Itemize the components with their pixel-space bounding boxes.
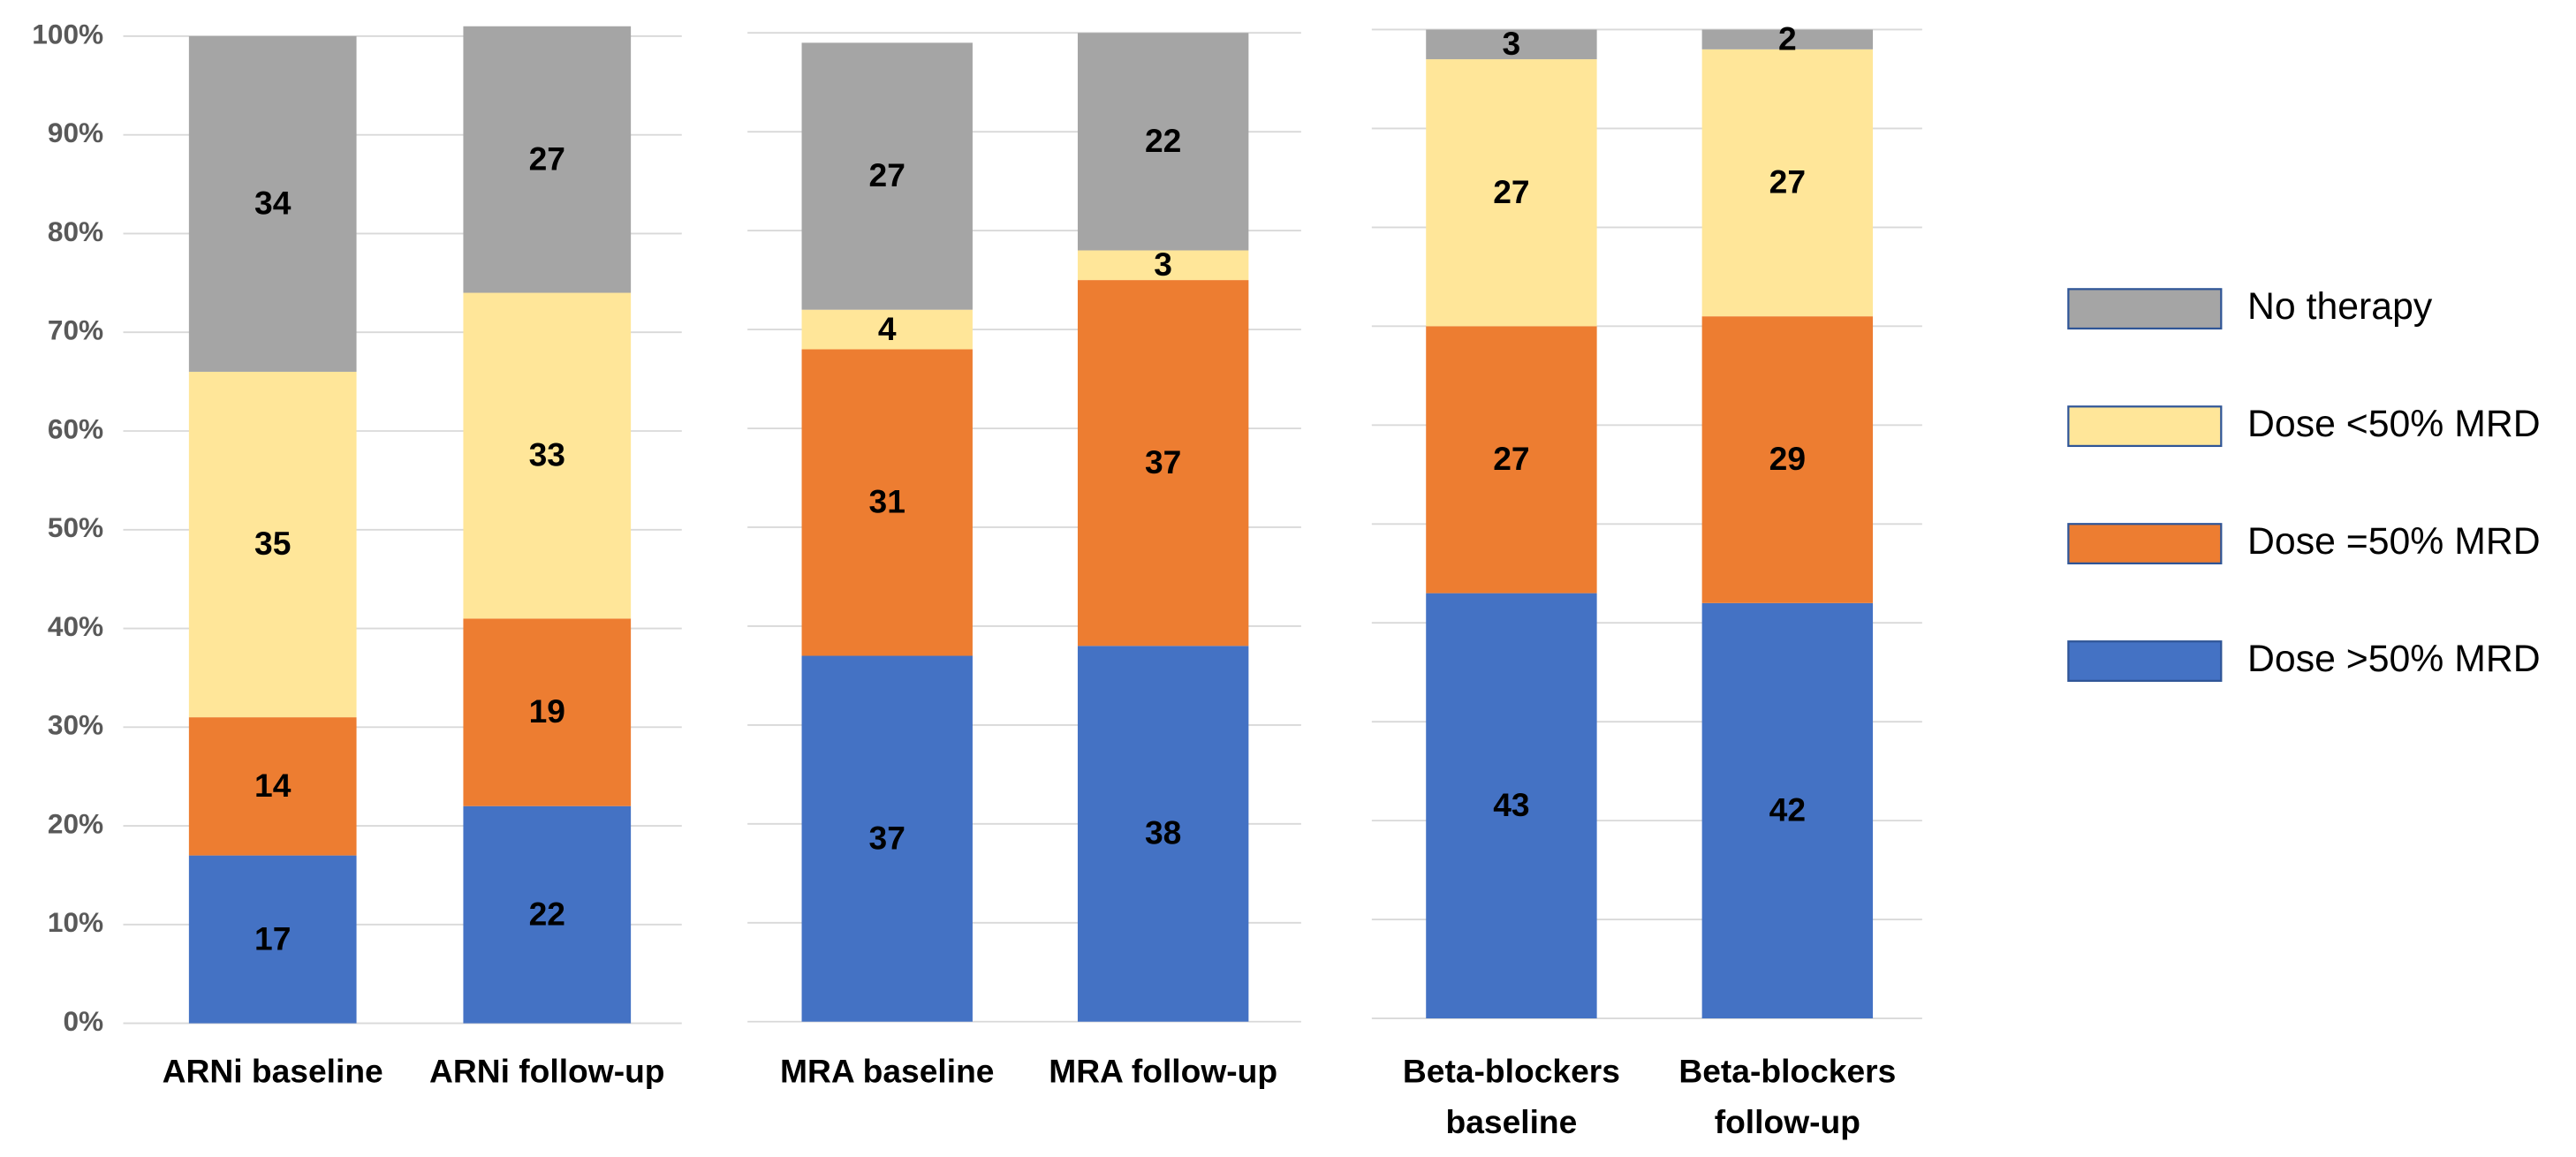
bar-segment (1077, 33, 1249, 251)
bar-segment (188, 855, 357, 1024)
bar-segment (801, 655, 973, 1022)
data-label: 27 (529, 140, 565, 177)
data-label: 27 (869, 156, 905, 193)
y-tick-label: 20% (48, 807, 103, 839)
bar-segment (463, 292, 632, 619)
data-label: 19 (529, 692, 565, 730)
data-label: 43 (1493, 786, 1529, 823)
legend-swatch (2067, 288, 2223, 330)
legend-swatch (2067, 523, 2223, 565)
y-tick-label: 90% (48, 117, 103, 148)
x-tick-label: ARNi follow-up (429, 1054, 665, 1091)
bar-segment (1701, 602, 1874, 1019)
bar-segment (801, 349, 973, 656)
y-tick-label: 0% (63, 1005, 103, 1037)
x-tick-label-box: ARNi baseline (162, 1054, 383, 1091)
x-tick-label-box: MRA baseline (779, 1054, 995, 1091)
data-label: 14 (254, 767, 292, 804)
bar-segment (801, 42, 973, 310)
bar-segment (1077, 646, 1249, 1022)
legend-label: Dose <50% MRD (2247, 403, 2541, 445)
data-label: 17 (254, 919, 291, 957)
bar-segment (463, 618, 632, 806)
bar-segment (1426, 326, 1597, 594)
x-tick-label: Beta-blockers follow-up (1678, 1054, 1897, 1142)
data-label: 31 (869, 483, 905, 520)
bar-segment (188, 371, 357, 718)
x-tick-label-box: MRA follow-up (1049, 1054, 1278, 1091)
bar-segment (463, 805, 632, 1024)
bar-segment (1077, 250, 1249, 281)
x-tick-label-box: Beta-blockers follow-up (1678, 1054, 1897, 1142)
bar-segment (1426, 29, 1597, 60)
data-label: 37 (869, 819, 905, 856)
y-tick-label: 60% (48, 412, 103, 444)
y-tick-label: 50% (48, 511, 103, 543)
data-label: 29 (1769, 440, 1806, 477)
x-tick-label: ARNi baseline (162, 1054, 383, 1091)
x-tick-label-box: Beta-blockers baseline (1402, 1054, 1620, 1142)
data-label: 34 (254, 185, 292, 222)
data-label: 27 (1493, 440, 1529, 477)
data-label: 37 (1145, 443, 1181, 480)
y-tick-label: 80% (48, 216, 103, 247)
bar-segment (1426, 59, 1597, 327)
data-label: 22 (1145, 122, 1181, 159)
data-label: 27 (1769, 163, 1806, 200)
legend-swatch (2067, 640, 2223, 682)
legend-label: No therapy (2247, 285, 2433, 328)
bar-segment (188, 717, 357, 856)
x-tick-label: Beta-blockers baseline (1402, 1054, 1620, 1142)
legend-swatch (2067, 405, 2223, 448)
data-label: 38 (1145, 814, 1181, 851)
y-tick-label: 40% (48, 610, 103, 642)
data-label: 22 (529, 895, 565, 932)
bar-segment (801, 309, 973, 350)
data-label: 3 (1154, 246, 1172, 283)
legend-label: Dose =50% MRD (2247, 520, 2541, 563)
data-label: 3 (1503, 25, 1521, 62)
data-label: 4 (878, 310, 897, 347)
data-label: 42 (1769, 791, 1806, 828)
bar-segment (1426, 593, 1597, 1019)
bar-segment (1077, 280, 1249, 647)
bar-segment (1701, 29, 1874, 49)
y-tick-label: 30% (48, 709, 103, 741)
data-label: 27 (1493, 173, 1529, 210)
bar-segment (463, 26, 632, 293)
x-tick-label: MRA baseline (779, 1054, 995, 1091)
legend-label: Dose >50% MRD (2247, 638, 2541, 680)
y-tick-label: 70% (48, 314, 103, 346)
data-label: 2 (1778, 19, 1797, 57)
y-tick-label: 10% (48, 906, 103, 938)
bar-segment (1701, 49, 1874, 317)
bar-segment (188, 35, 357, 372)
y-tick-label: 100% (32, 18, 103, 49)
bar-segment (1701, 316, 1874, 603)
data-label: 35 (254, 525, 291, 562)
x-tick-label-box: ARNi follow-up (429, 1054, 665, 1091)
x-tick-label: MRA follow-up (1049, 1054, 1278, 1091)
data-label: 33 (529, 436, 565, 473)
